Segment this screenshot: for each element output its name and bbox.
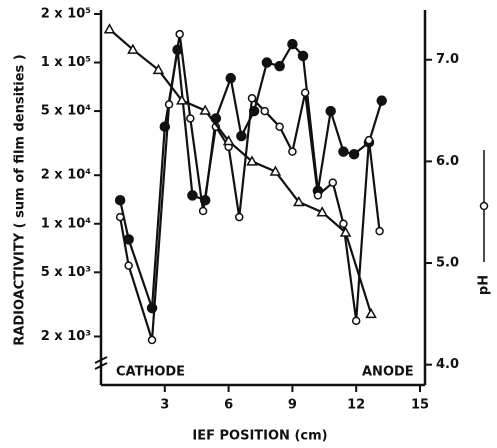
x-tick-label: 12 bbox=[347, 398, 365, 413]
point bbox=[300, 88, 310, 97]
point bbox=[325, 105, 336, 117]
point bbox=[186, 114, 195, 123]
y2-tick-label: 5.0 bbox=[436, 256, 459, 271]
point bbox=[164, 100, 174, 109]
point bbox=[339, 226, 352, 237]
y-tick-label: 2 x 10⁵ bbox=[41, 7, 91, 22]
point bbox=[316, 206, 328, 217]
x-tick-label: 3 bbox=[160, 398, 169, 413]
y-tick-label: 5 x 10³ bbox=[41, 265, 91, 280]
point bbox=[124, 261, 133, 270]
y2-label-symbol bbox=[479, 150, 489, 262]
point bbox=[222, 135, 235, 146]
point bbox=[199, 104, 211, 115]
y-tick-label: 2 x 10⁴ bbox=[41, 168, 92, 183]
point bbox=[261, 57, 273, 68]
point bbox=[365, 307, 377, 319]
point bbox=[275, 122, 284, 131]
annotation: CATHODE bbox=[116, 365, 185, 380]
axis-break bbox=[94, 356, 108, 370]
point bbox=[247, 94, 257, 103]
y-tick-label: 1 x 10⁴ bbox=[41, 216, 92, 231]
point bbox=[147, 335, 157, 345]
y2-tick-label: 7.0 bbox=[436, 52, 459, 67]
point bbox=[152, 63, 165, 75]
point bbox=[313, 191, 323, 200]
point bbox=[376, 95, 387, 106]
point bbox=[339, 219, 348, 229]
point bbox=[292, 196, 305, 207]
y-tick-label: 5 x 10⁴ bbox=[41, 104, 92, 119]
point bbox=[269, 165, 282, 176]
point bbox=[351, 316, 361, 326]
point bbox=[328, 178, 338, 187]
point bbox=[198, 206, 208, 216]
y-tick-label: 1 x 10⁵ bbox=[41, 55, 91, 70]
point bbox=[234, 212, 244, 222]
point bbox=[115, 212, 125, 222]
point bbox=[375, 226, 384, 236]
x-tick-label: 9 bbox=[288, 398, 297, 413]
x-tick-label: 15 bbox=[411, 398, 429, 413]
point bbox=[274, 60, 285, 72]
y-axis-label: RADIOACTIVITY ( sum of film densities ) bbox=[13, 54, 28, 345]
point bbox=[246, 155, 258, 166]
point bbox=[288, 147, 297, 156]
point bbox=[287, 38, 298, 50]
point bbox=[175, 29, 184, 39]
series-line bbox=[119, 42, 383, 309]
point bbox=[338, 146, 349, 157]
point bbox=[127, 43, 139, 54]
y2-axis-label: pH bbox=[477, 275, 492, 295]
point bbox=[114, 194, 126, 206]
series-line bbox=[119, 33, 381, 341]
x-axis-label: IEF POSITION (cm) bbox=[192, 429, 327, 444]
y2-tick-label: 4.0 bbox=[436, 357, 459, 372]
point bbox=[236, 130, 247, 142]
point bbox=[260, 106, 270, 116]
point bbox=[225, 72, 236, 84]
x-tick-label: 6 bbox=[224, 398, 233, 413]
series-line bbox=[108, 28, 373, 315]
point bbox=[176, 94, 188, 105]
point bbox=[103, 23, 116, 34]
point bbox=[187, 190, 198, 201]
y-tick-label: 2 x 10³ bbox=[41, 329, 91, 344]
y2-tick-label: 6.0 bbox=[436, 154, 459, 169]
point bbox=[364, 135, 374, 145]
annotation: ANODE bbox=[362, 365, 414, 380]
point bbox=[297, 50, 309, 62]
point bbox=[348, 148, 360, 160]
